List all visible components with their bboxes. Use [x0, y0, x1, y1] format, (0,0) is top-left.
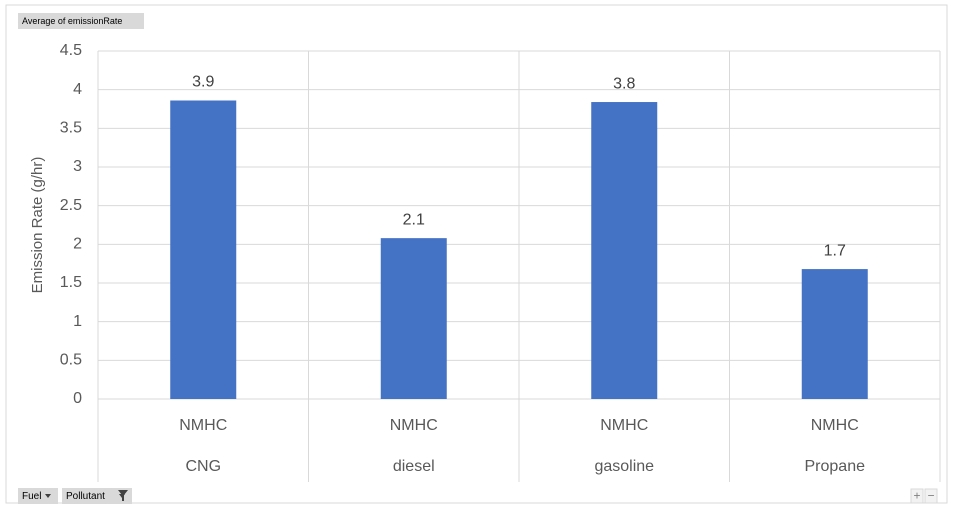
zoom-button-label: + [913, 489, 920, 503]
data-label: 1.7 [824, 242, 846, 259]
data-label: 2.1 [403, 211, 425, 228]
y-tick-label: 4 [73, 81, 82, 98]
axis-field-label: Pollutant [66, 491, 105, 502]
zoom-button-label: − [927, 489, 934, 503]
zoom-button[interactable] [924, 488, 938, 504]
y-tick-label: 2.5 [60, 197, 82, 214]
data-label: 3.9 [192, 74, 214, 91]
x-tick-label: NMHC [600, 417, 648, 434]
y-tick-label: 1 [73, 313, 82, 330]
y-tick-label: 3.5 [60, 120, 82, 137]
x-group-label: diesel [393, 458, 435, 475]
filter-icon [118, 490, 128, 501]
x-group-label: gasoline [594, 458, 654, 475]
bar [591, 102, 658, 399]
x-tick-label: NMHC [179, 417, 227, 434]
bar [801, 269, 868, 399]
x-group-label: CNG [185, 458, 221, 475]
data-label: 3.8 [613, 75, 635, 92]
dropdown-arrow [45, 494, 51, 498]
y-axis-title: Emission Rate (g/hr) [29, 157, 46, 294]
value-field-label: Average of emissionRate [22, 16, 122, 26]
y-tick-label: 0.5 [60, 352, 82, 369]
x-group-label: Propane [805, 458, 866, 475]
axis-field-button[interactable] [18, 488, 58, 504]
chart-frame [5, 4, 948, 504]
axis-field-label: Fuel [22, 491, 41, 502]
y-tick-label: 0 [73, 390, 82, 407]
x-tick-label: NMHC [390, 417, 438, 434]
zoom-button[interactable] [910, 488, 924, 504]
bar [170, 100, 237, 399]
bar [380, 238, 447, 399]
axis-field-button[interactable] [62, 488, 132, 504]
y-tick-label: 2 [73, 236, 82, 253]
x-tick-label: NMHC [811, 417, 859, 434]
value-field-button[interactable] [18, 13, 144, 29]
y-tick-label: 3 [73, 158, 82, 175]
y-tick-label: 1.5 [60, 274, 82, 291]
y-tick-label: 4.5 [60, 42, 82, 59]
